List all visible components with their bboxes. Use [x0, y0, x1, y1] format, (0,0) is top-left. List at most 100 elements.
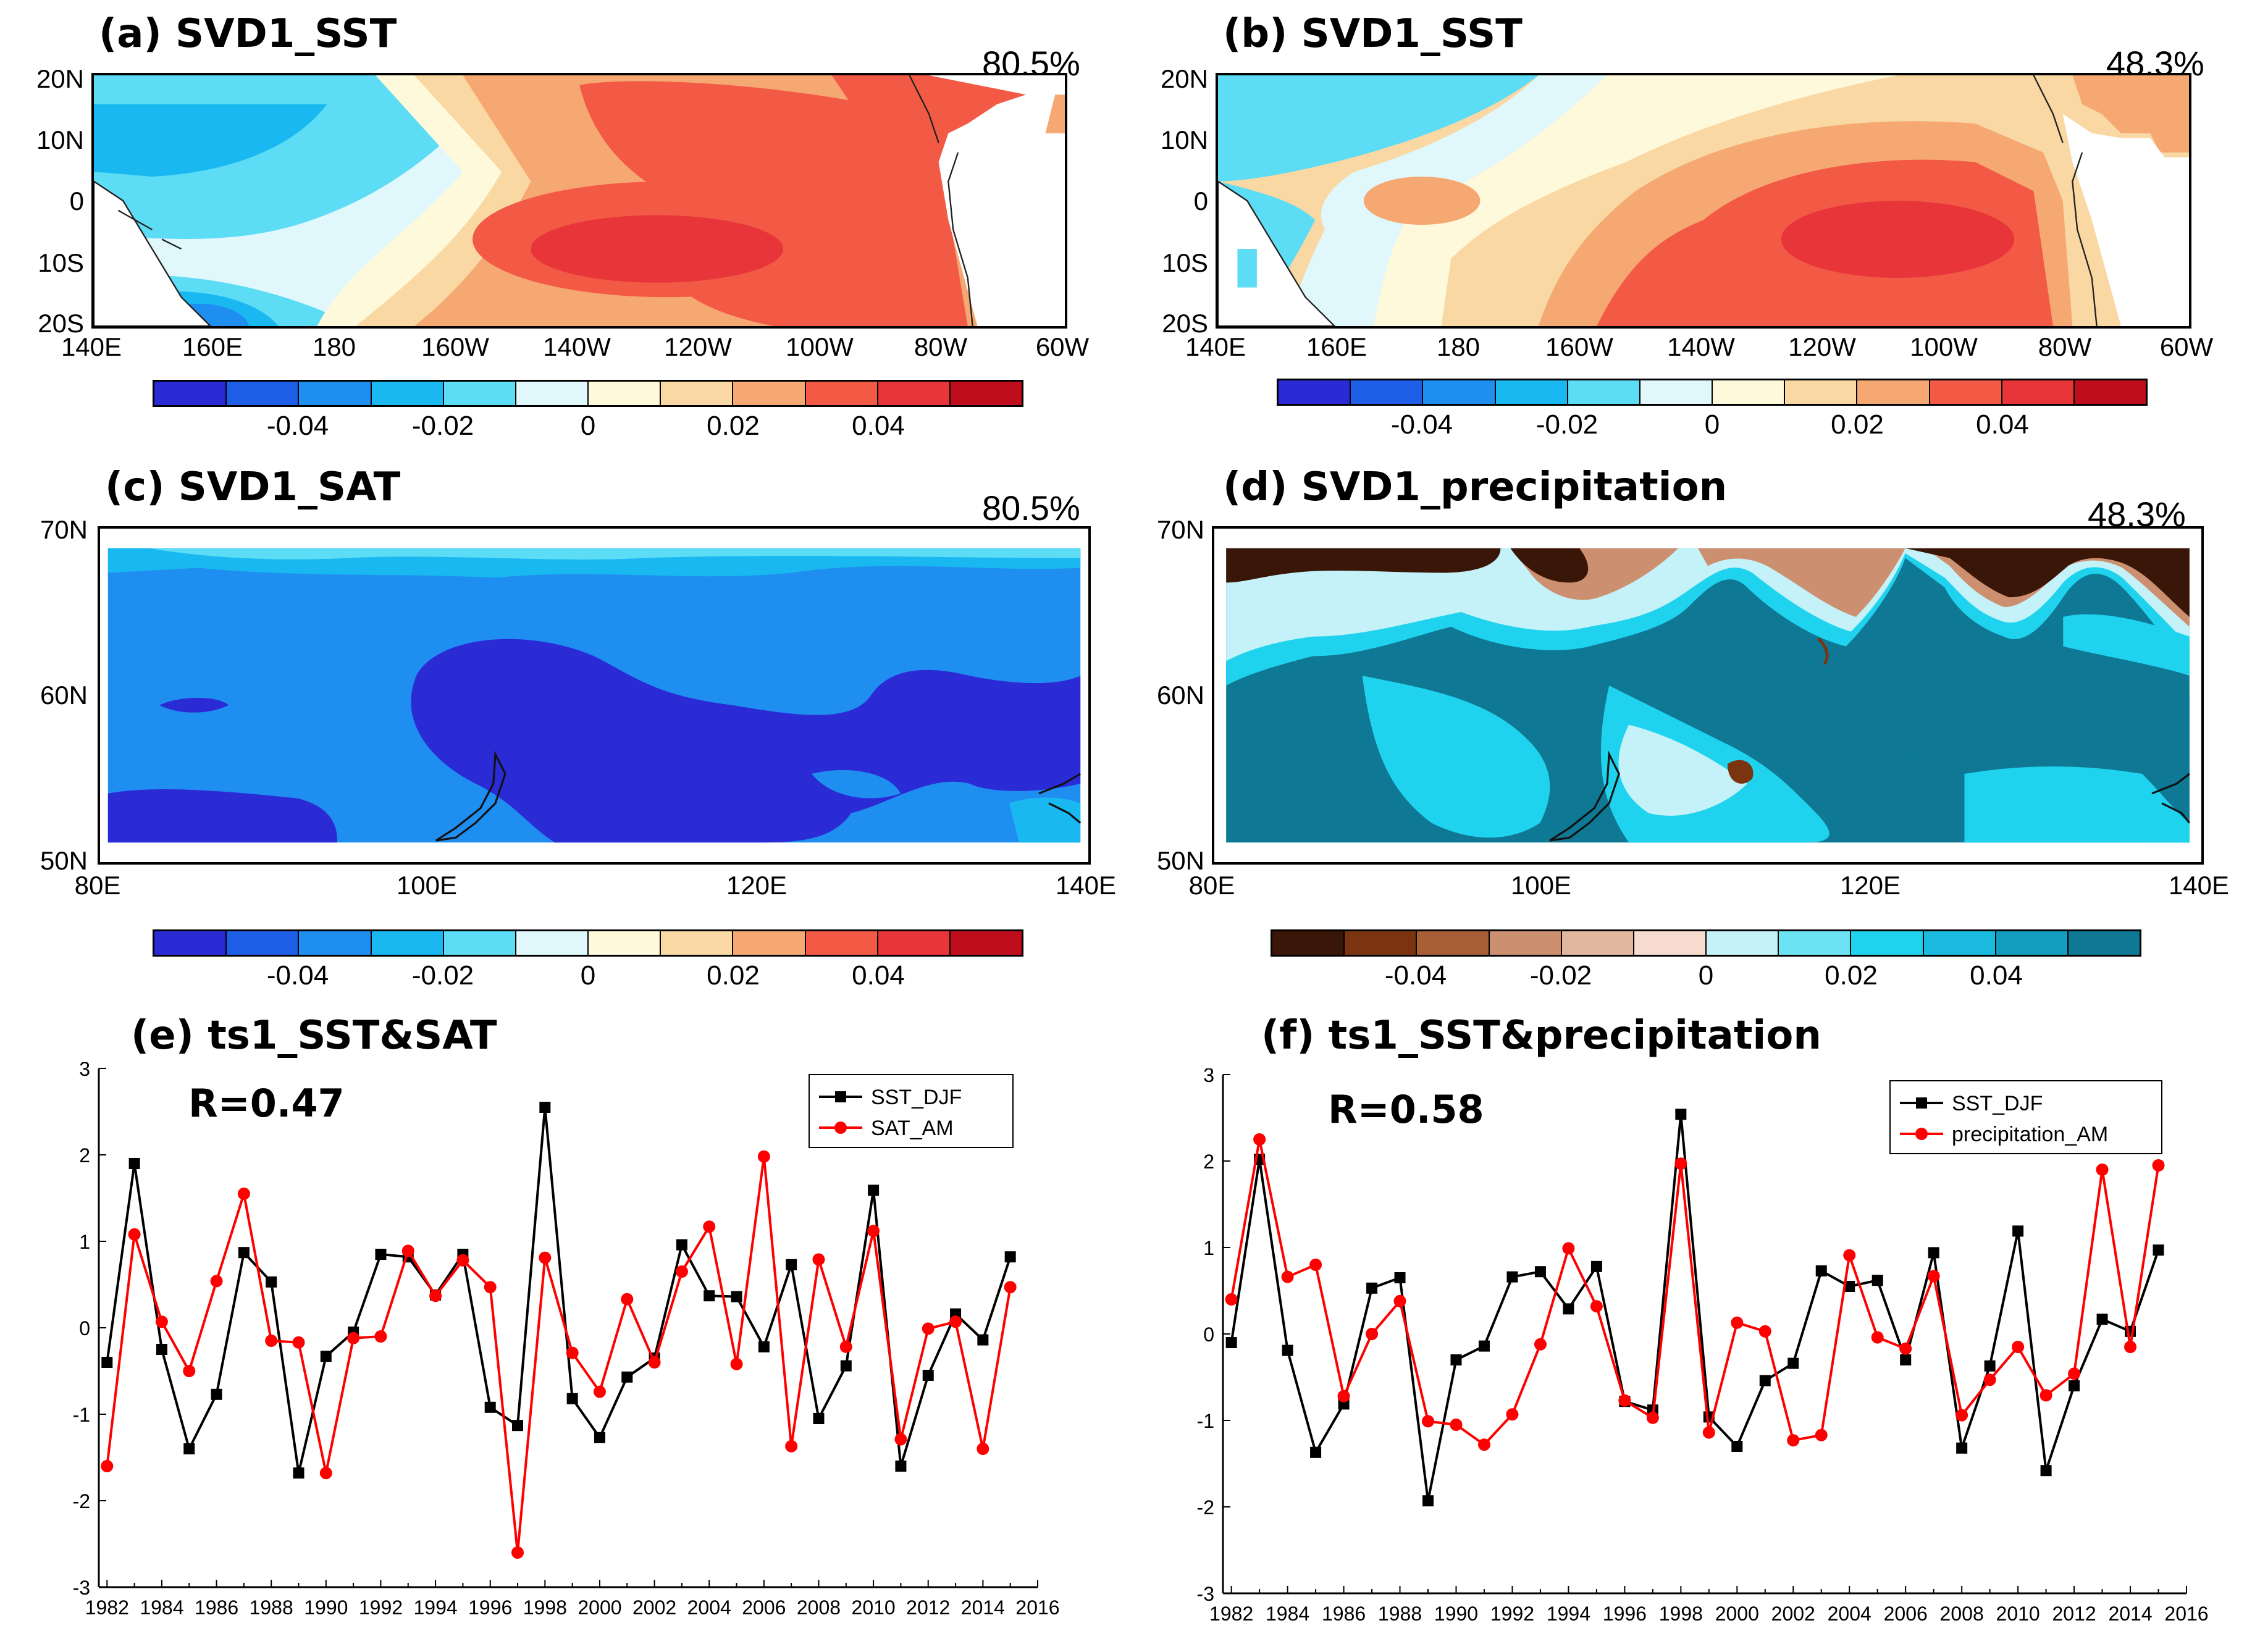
y-tick-label: 0: [1203, 1323, 1214, 1346]
data-point-SST_DJF: [922, 1370, 934, 1381]
data-point-SST_DJF: [840, 1360, 852, 1372]
panel-b: (b) SVD1_SST 48.3% 20N 10N 0 10S 20S 140…: [1124, 0, 2260, 440]
legend-label: precipitation_AM: [1952, 1123, 2108, 1146]
data-point-SST_DJF: [895, 1461, 907, 1472]
colorbar-segment: [154, 931, 227, 955]
x-tick-label: 1994: [413, 1596, 457, 1619]
colorbar-segment: [1634, 931, 1707, 955]
legend-marker: [1916, 1097, 1927, 1109]
data-point-SST_DJF: [1422, 1495, 1434, 1507]
colorbar-label: -0.04: [1384, 960, 1447, 991]
colorbar-segment: [443, 382, 516, 405]
colorbar-segment: [154, 382, 227, 405]
colorbar-segment: [733, 931, 806, 955]
colorbar-label: 0.04: [852, 411, 905, 441]
data-point-SST_DJF: [1282, 1344, 1293, 1356]
colorbar-segment: [805, 382, 878, 405]
data-point-SST_DJF: [868, 1184, 880, 1196]
data-point-SAT_AM: [977, 1443, 989, 1455]
legend-label: SAT_AM: [871, 1117, 954, 1140]
lat-tick: 70N: [40, 515, 88, 544]
x-tick-label: 2008: [797, 1596, 841, 1619]
data-point-precipitation_AM: [2068, 1367, 2081, 1380]
lon-tick: 60W: [2159, 332, 2214, 361]
x-tick-label: 1982: [1209, 1603, 1253, 1625]
data-point-SST_DJF: [704, 1290, 715, 1302]
y-tick-label: 1: [1203, 1237, 1214, 1259]
data-point-SST_DJF: [2012, 1225, 2024, 1237]
data-point-SAT_AM: [785, 1440, 798, 1453]
data-point-SAT_AM: [484, 1281, 497, 1294]
y-tick-label: -1: [1197, 1410, 1214, 1432]
data-point-SST_DJF: [1900, 1354, 1912, 1365]
x-tick-label: 2004: [687, 1596, 731, 1619]
timeseries-chart-f: -3 -2 -1 0 1 2 3 1982 1984 1986 1988 1990 1992 1994 19…: [1161, 1064, 2211, 1649]
colorbar-label: 0.02: [1831, 409, 1884, 440]
x-tick-label: 1988: [1378, 1603, 1422, 1625]
x-tick-label: 2000: [1715, 1603, 1759, 1625]
data-point-SST_DJF: [484, 1401, 496, 1413]
colorbar-segment: [443, 931, 516, 955]
colorbar-segment: [661, 382, 734, 405]
data-point-SST_DJF: [293, 1467, 305, 1479]
colorbar-segment: [1272, 931, 1345, 955]
colorbar-segment: [1568, 380, 1640, 404]
data-point-precipitation_AM: [2096, 1164, 2109, 1176]
data-point-precipitation_AM: [1955, 1409, 1968, 1422]
legend-label: SST_DJF: [871, 1086, 962, 1109]
x-tick-label: 2004: [1828, 1603, 1871, 1625]
x-tick-label: 1990: [1434, 1603, 1478, 1625]
data-point-SST_DJF: [1534, 1266, 1546, 1278]
x-tick-label: 2014: [961, 1596, 1005, 1619]
x-tick-label: 1986: [1322, 1603, 1366, 1625]
colorbar-segment: [1345, 931, 1418, 955]
lon-tick: 160W: [1545, 332, 1613, 361]
data-point-SST_DJF: [1956, 1442, 1968, 1454]
data-point-SST_DJF: [1815, 1265, 1827, 1277]
lon-tick: 140E: [1055, 871, 1117, 900]
colorbar-segment: [2068, 931, 2140, 955]
colorbar-segment: [1640, 380, 1713, 404]
data-point-SAT_AM: [730, 1357, 743, 1370]
colorbar-segment: [1707, 931, 1779, 955]
data-point-SAT_AM: [621, 1293, 634, 1306]
colorbar-segment: [1857, 380, 1930, 404]
lat-tick: 20S: [1162, 309, 1208, 338]
data-point-SAT_AM: [839, 1340, 852, 1353]
data-point-precipitation_AM: [1927, 1270, 1940, 1283]
lon-tick: 120E: [726, 871, 788, 900]
data-point-precipitation_AM: [1843, 1249, 1856, 1262]
lon-tick: 80E: [74, 871, 121, 900]
data-point-SST_DJF: [183, 1443, 195, 1454]
lon-tick: 180: [1436, 332, 1481, 361]
colorbar-segment: [1561, 931, 1634, 955]
data-point-SST_DJF: [813, 1413, 825, 1424]
colorbar-label: -0.04: [266, 960, 329, 991]
y-tick-label: 3: [79, 1062, 90, 1080]
data-point-precipitation_AM: [1477, 1438, 1490, 1451]
data-point-SAT_AM: [894, 1433, 907, 1446]
lon-tick: 80E: [1188, 871, 1235, 900]
colorbar-label: 0: [580, 960, 596, 991]
data-point-SST_DJF: [1563, 1303, 1574, 1315]
lat-tick: 0: [1193, 187, 1208, 216]
lon-tick: 140W: [543, 332, 611, 361]
data-point-SST_DJF: [1590, 1260, 1602, 1272]
lat-tick: 0: [69, 187, 84, 216]
x-tick-label: 1986: [195, 1596, 238, 1619]
data-point-SAT_AM: [812, 1253, 825, 1266]
colorbar-label: -0.02: [1535, 409, 1598, 440]
colorbar-segment: [661, 931, 734, 955]
sst-map-a: [91, 73, 1067, 329]
x-tick-label: 2010: [1996, 1603, 2040, 1625]
data-point-SST_DJF: [2069, 1380, 2080, 1391]
colorbar-segment: [1713, 380, 1786, 404]
lon-tick: 100E: [396, 871, 458, 900]
data-point-SAT_AM: [867, 1225, 880, 1238]
colorbar-segment: [516, 382, 589, 405]
data-point-SAT_AM: [456, 1254, 469, 1267]
colorbar-segment: [371, 382, 444, 405]
lon-tick: 160W: [421, 332, 489, 361]
data-point-SAT_AM: [347, 1331, 360, 1344]
legend-marker: [835, 1091, 846, 1102]
